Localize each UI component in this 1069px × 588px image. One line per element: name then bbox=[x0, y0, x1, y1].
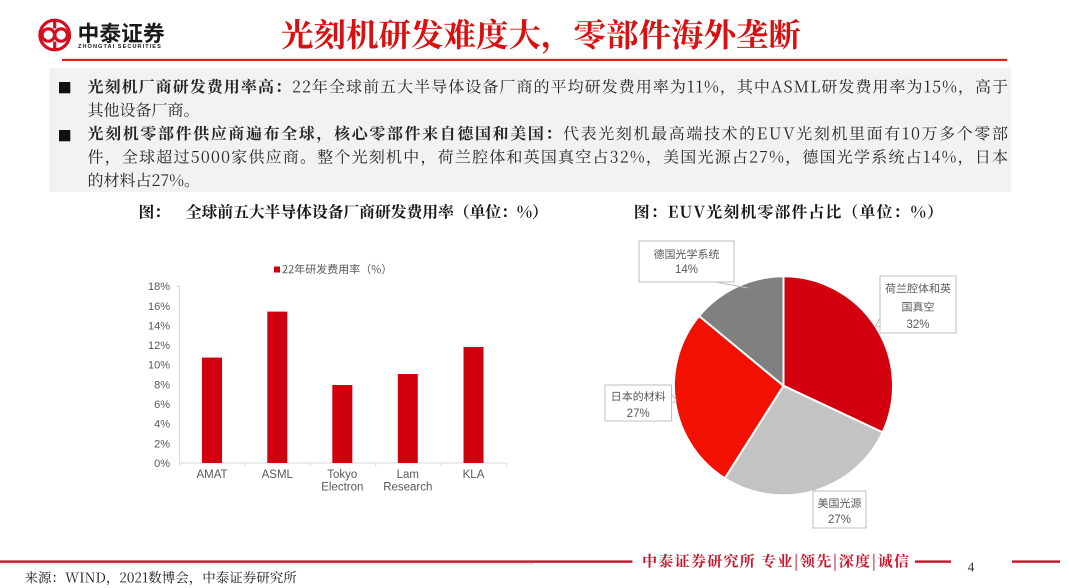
svg-text:14%: 14% bbox=[675, 264, 698, 276]
svg-text:10%: 10% bbox=[148, 360, 170, 372]
svg-text:KLA: KLA bbox=[463, 469, 485, 481]
svg-text:Research: Research bbox=[383, 482, 432, 494]
svg-text:27%: 27% bbox=[627, 408, 650, 420]
svg-text:AMAT: AMAT bbox=[196, 469, 227, 481]
svg-text:16%: 16% bbox=[148, 301, 170, 313]
svg-text:2%: 2% bbox=[154, 438, 170, 450]
svg-text:32%: 32% bbox=[906, 319, 929, 331]
svg-text:6%: 6% bbox=[154, 399, 170, 411]
svg-text:Tokyo: Tokyo bbox=[327, 469, 357, 481]
svg-text:18%: 18% bbox=[148, 281, 170, 293]
svg-text:ZHONGTAI SECURITIES: ZHONGTAI SECURITIES bbox=[78, 44, 162, 50]
svg-text:4%: 4% bbox=[154, 419, 170, 431]
svg-text:14%: 14% bbox=[148, 321, 170, 333]
svg-text:0%: 0% bbox=[154, 458, 170, 470]
svg-text:Lam: Lam bbox=[397, 469, 419, 481]
svg-text:27%: 27% bbox=[828, 514, 851, 526]
svg-text:12%: 12% bbox=[148, 340, 170, 352]
svg-text:Electron: Electron bbox=[321, 482, 363, 494]
svg-text:4: 4 bbox=[968, 559, 975, 574]
svg-text:ASML: ASML bbox=[262, 469, 294, 481]
svg-text:8%: 8% bbox=[154, 379, 170, 391]
